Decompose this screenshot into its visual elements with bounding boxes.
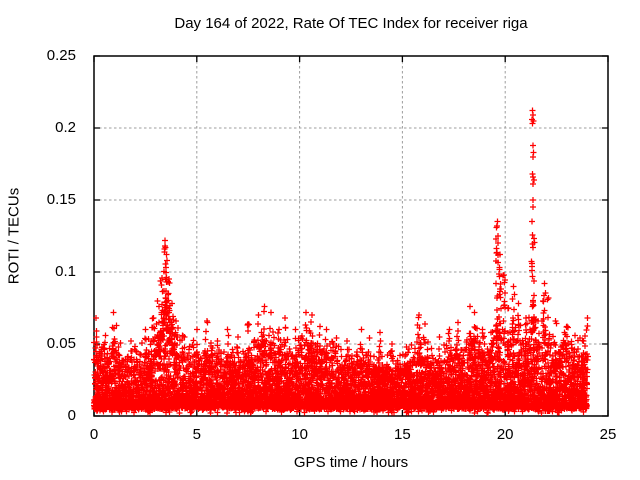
chart-title: Day 164 of 2022, Rate Of TEC Index for r…: [174, 15, 528, 32]
x-tick-label: 15: [394, 426, 411, 443]
y-tick-label: 0.25: [46, 47, 76, 64]
x-tick-label: 5: [192, 426, 201, 443]
roti-data-points: [91, 107, 591, 416]
y-tick-label: 0.05: [46, 335, 76, 352]
y-tick-label: 0.15: [46, 191, 76, 208]
x-axis-title: GPS time / hours: [293, 454, 409, 471]
x-tick-label: 20: [496, 426, 514, 443]
y-tick-label: 0.1: [55, 263, 76, 280]
x-tick-label: 25: [599, 426, 617, 443]
y-tick-label: 0.2: [55, 119, 76, 136]
x-tick-label: 10: [291, 426, 308, 443]
y-tick-label: 0: [67, 407, 76, 424]
x-tick-label: 0: [89, 426, 99, 443]
